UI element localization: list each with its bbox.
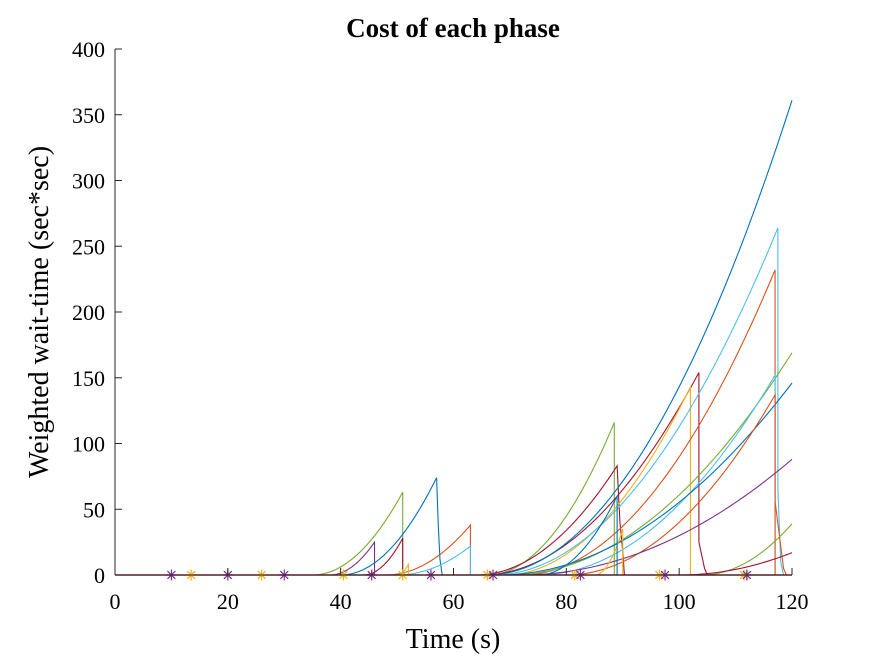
x-tick-label-40: 40 (330, 589, 352, 614)
series-line-5 (329, 540, 376, 576)
series-line-9 (476, 464, 625, 576)
series-line-23 (538, 495, 618, 576)
series-line-15 (509, 352, 793, 576)
series-line-17 (498, 382, 793, 576)
series-line-3 (385, 523, 471, 576)
y-tick-label-400: 400 (72, 37, 105, 62)
y-tick-label-250: 250 (72, 234, 105, 259)
series-line-14 (521, 269, 787, 576)
series-line-13 (492, 227, 785, 576)
x-tick-label-120: 120 (776, 589, 809, 614)
series-line-16 (538, 373, 776, 576)
series-line-20 (701, 523, 793, 576)
y-tick-label-200: 200 (72, 300, 105, 325)
y-tick-label-50: 50 (83, 497, 105, 522)
y-tick-label-0: 0 (94, 563, 105, 588)
series-line-22 (594, 528, 624, 576)
y-tick-label-350: 350 (72, 103, 105, 128)
series-line-4 (397, 544, 471, 576)
plot-area (115, 100, 793, 581)
axes: 0 20 40 60 80 100 120 0 50 100 150 200 250 300 350 400 (72, 37, 809, 614)
y-axis-label: Weighted wait-time (sec*sec) (24, 146, 55, 478)
x-tick-label-20: 20 (217, 589, 239, 614)
x-tick-label-100: 100 (663, 589, 696, 614)
series-layer (115, 100, 793, 576)
series-line-1 (312, 491, 404, 576)
series-line-12 (487, 100, 793, 576)
x-tick-label-60: 60 (443, 589, 465, 614)
series-line-18 (566, 392, 776, 576)
y-tick-label-300: 300 (72, 169, 105, 194)
series-line-10 (481, 372, 708, 576)
y-tick-label-150: 150 (72, 366, 105, 391)
series-line-2 (340, 477, 443, 576)
x-tick-label-0: 0 (110, 589, 121, 614)
x-axis-label: Time (s) (406, 624, 501, 655)
y-tick-label-100: 100 (72, 432, 105, 457)
x-tick-label-80: 80 (555, 589, 577, 614)
chart-title: Cost of each phase (346, 13, 560, 43)
series-line-8 (487, 422, 615, 576)
